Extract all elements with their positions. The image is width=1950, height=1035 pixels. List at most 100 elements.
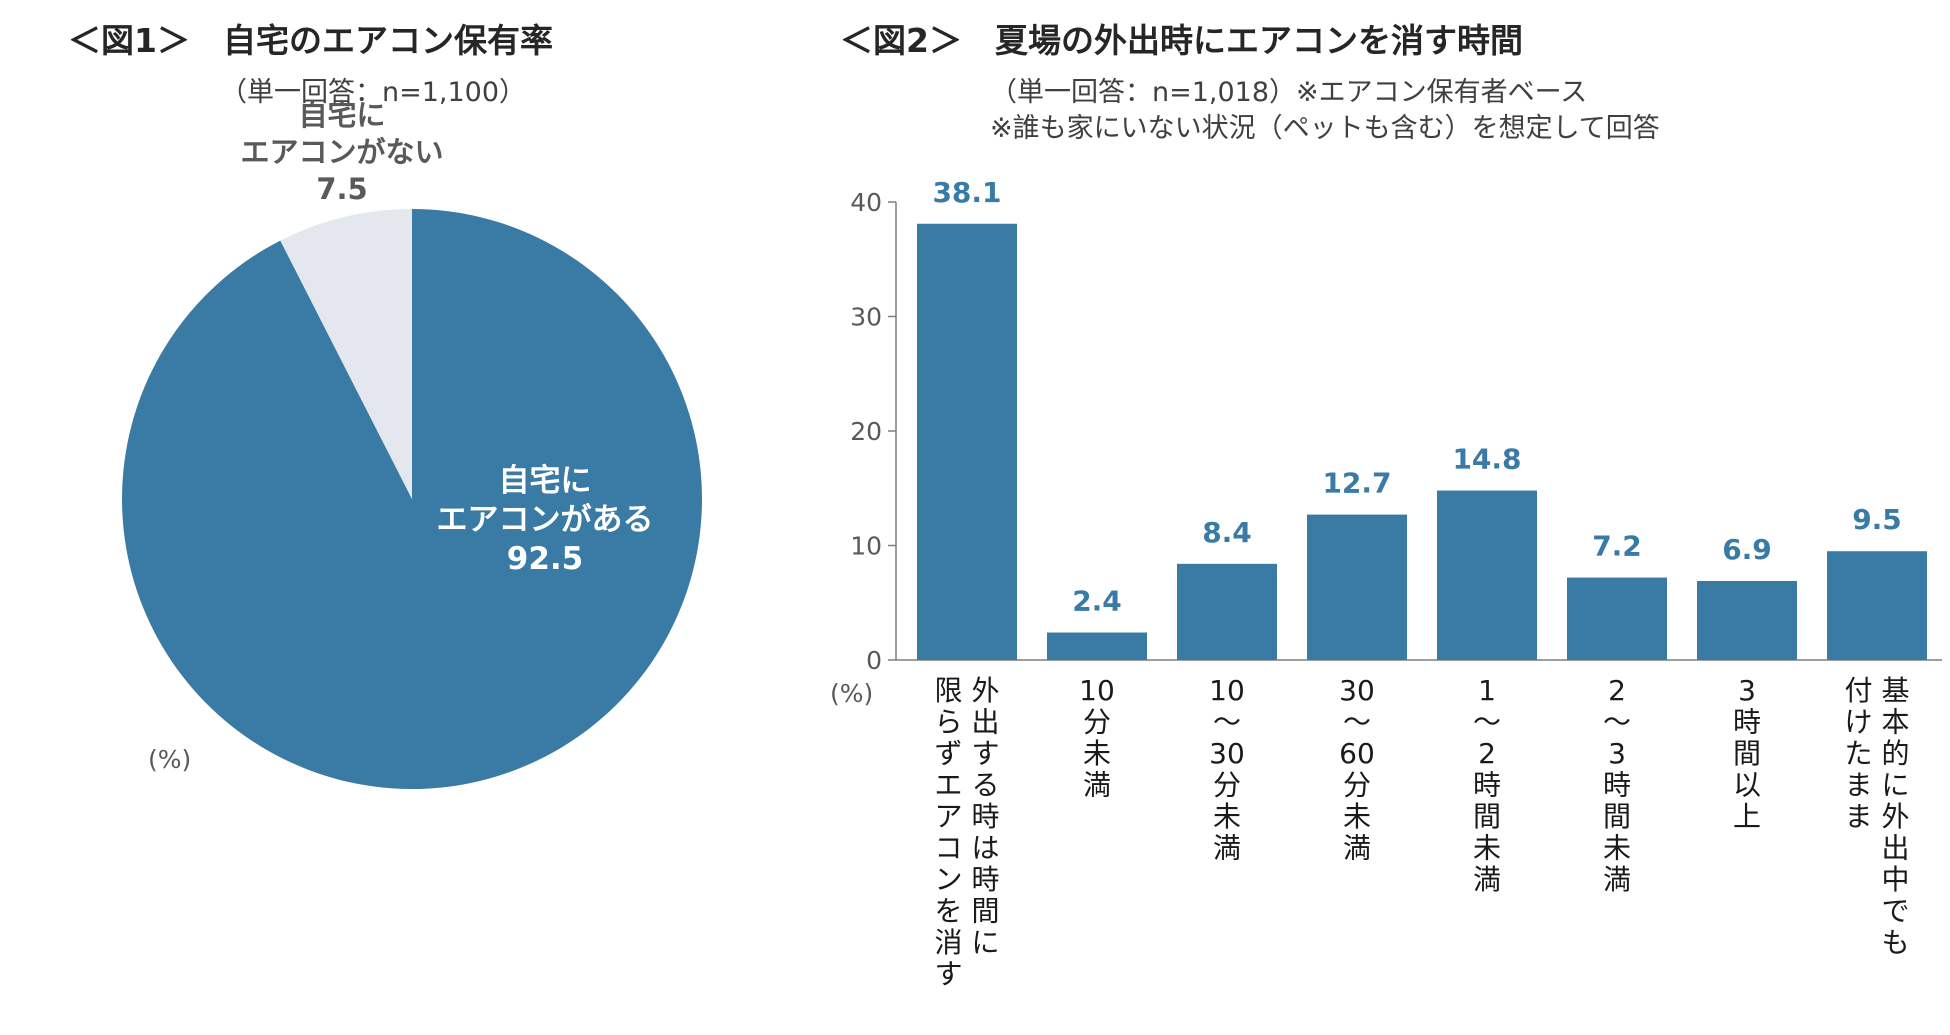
figure2-subtitle-sample: （単一回答：n=1,018）※エアコン保有者ベース (990, 77, 1588, 108)
x-category-label: 時 (1603, 769, 1631, 802)
bar-4 (1437, 490, 1537, 660)
x-category-label: す (971, 737, 999, 770)
x-category-label: 未 (1083, 737, 1111, 770)
pie-slice-has-ac (121, 209, 702, 789)
bar-value-label: 8.4 (1202, 516, 1252, 549)
x-category-label: 時 (971, 800, 999, 833)
x-category-label: 未 (1473, 832, 1501, 865)
pie-unit-label: (%) (148, 745, 191, 774)
x-category-label: 以 (1733, 769, 1761, 802)
x-category-label: 分 (1343, 769, 1371, 802)
bar-value-label: 2.4 (1072, 585, 1122, 618)
x-category-label: 満 (1213, 832, 1241, 865)
x-category-label: 付 (1844, 674, 1872, 707)
x-category-label: ま (1844, 800, 1872, 833)
x-category-label: 中 (1881, 863, 1909, 896)
x-category-label: ～ (1603, 706, 1631, 739)
pie-category-label: 自宅に (298, 98, 385, 132)
pie-slice-no-ac (280, 209, 412, 499)
x-category-label: ま (1844, 769, 1872, 802)
bar-3 (1307, 514, 1407, 660)
bar-1 (1047, 632, 1147, 660)
x-category-label: 30 (1209, 737, 1245, 770)
x-category-label: ～ (1213, 706, 1241, 739)
x-category-label: す (934, 958, 962, 991)
x-category-label: 30 (1339, 674, 1375, 707)
x-category-label: 分 (1083, 706, 1111, 739)
x-category-label: 60 (1339, 737, 1375, 770)
x-category-label: 本 (1881, 706, 1909, 739)
pie-category-label: エアコンがない (240, 135, 443, 169)
pie-category-label: 自宅に (499, 463, 592, 499)
x-category-label: を (934, 895, 962, 928)
bar-value-label: 7.2 (1592, 530, 1642, 563)
y-tick-label: 20 (850, 417, 882, 446)
y-tick-label: 30 (850, 303, 882, 332)
x-category-label: に (971, 926, 999, 959)
bar-chart: 010203040(%)38.1外出する時は時間に限らずエアコンを消す2.410… (830, 176, 1942, 991)
figure1-title: ＜図1＞ 自宅のエアコン保有率 (68, 21, 553, 60)
x-category-label: 基 (1881, 674, 1909, 707)
y-tick-label: 40 (850, 188, 882, 217)
x-category-label: 2 (1608, 674, 1626, 707)
x-category-label: エ (934, 769, 962, 802)
x-category-label: 間 (1473, 800, 1501, 833)
bar-value-label: 38.1 (932, 176, 1001, 209)
x-category-label: ～ (1343, 706, 1371, 739)
x-category-label: ン (934, 863, 962, 896)
x-category-label: 限 (934, 674, 962, 707)
bar-5 (1567, 577, 1667, 660)
x-category-label: 未 (1213, 800, 1241, 833)
x-category-label: 時 (1733, 706, 1761, 739)
x-category-label: コ (934, 832, 962, 865)
pie-value-label: 7.5 (316, 172, 367, 206)
x-category-label: 的 (1881, 737, 1909, 770)
x-category-label: 消 (934, 926, 962, 959)
figure1-subtitle: （単一回答：n=1,100） (220, 77, 527, 108)
x-category-label: 満 (1473, 863, 1501, 896)
x-category-label: 時 (1473, 769, 1501, 802)
x-category-label: 時 (971, 863, 999, 896)
x-category-label: も (1881, 926, 1909, 959)
x-category-label: 外 (1881, 800, 1909, 833)
x-category-label: 間 (1603, 800, 1631, 833)
bar-2 (1177, 563, 1277, 660)
x-category-label: 3 (1608, 737, 1626, 770)
x-category-label: 上 (1733, 800, 1761, 833)
x-category-label: 間 (1733, 737, 1761, 770)
bar-value-label: 6.9 (1722, 533, 1772, 566)
pie-value-label: 92.5 (507, 541, 584, 577)
x-category-label: で (1881, 895, 1909, 928)
figure2-subtitle-note: ※誰も家にいない状況（ペットも含む）を想定して回答 (990, 113, 1660, 144)
x-category-label: 出 (971, 706, 999, 739)
bar-unit-label: (%) (830, 679, 873, 708)
x-category-label: 間 (971, 895, 999, 928)
x-category-label: 1 (1478, 674, 1496, 707)
x-category-label: 満 (1083, 769, 1111, 802)
figure2-title: ＜図2＞ 夏場の外出時にエアコンを消す時間 (840, 21, 1523, 60)
x-category-label: 分 (1213, 769, 1241, 802)
x-category-label: 出 (1881, 832, 1909, 865)
x-category-label: ず (934, 737, 962, 770)
x-category-label: ～ (1473, 706, 1501, 739)
bar-6 (1697, 580, 1797, 660)
x-category-label: け (1844, 706, 1872, 739)
x-category-label: 満 (1603, 863, 1631, 896)
bar-value-label: 9.5 (1852, 503, 1902, 536)
x-category-label: た (1844, 737, 1872, 770)
y-tick-label: 0 (866, 646, 882, 675)
x-category-label: ら (934, 706, 962, 739)
pie-category-label: エアコンがある (437, 502, 654, 538)
x-category-label: に (1881, 769, 1909, 802)
x-category-label: る (971, 769, 999, 802)
x-category-label: 2 (1478, 737, 1496, 770)
bar-value-label: 14.8 (1452, 443, 1521, 476)
x-category-label: 満 (1343, 832, 1371, 865)
bar-0 (917, 223, 1017, 660)
x-category-label: 未 (1343, 800, 1371, 833)
x-category-label: ア (934, 800, 962, 833)
x-category-label: は (971, 832, 999, 865)
x-category-label: 外 (971, 674, 999, 707)
x-category-label: 3 (1738, 674, 1756, 707)
